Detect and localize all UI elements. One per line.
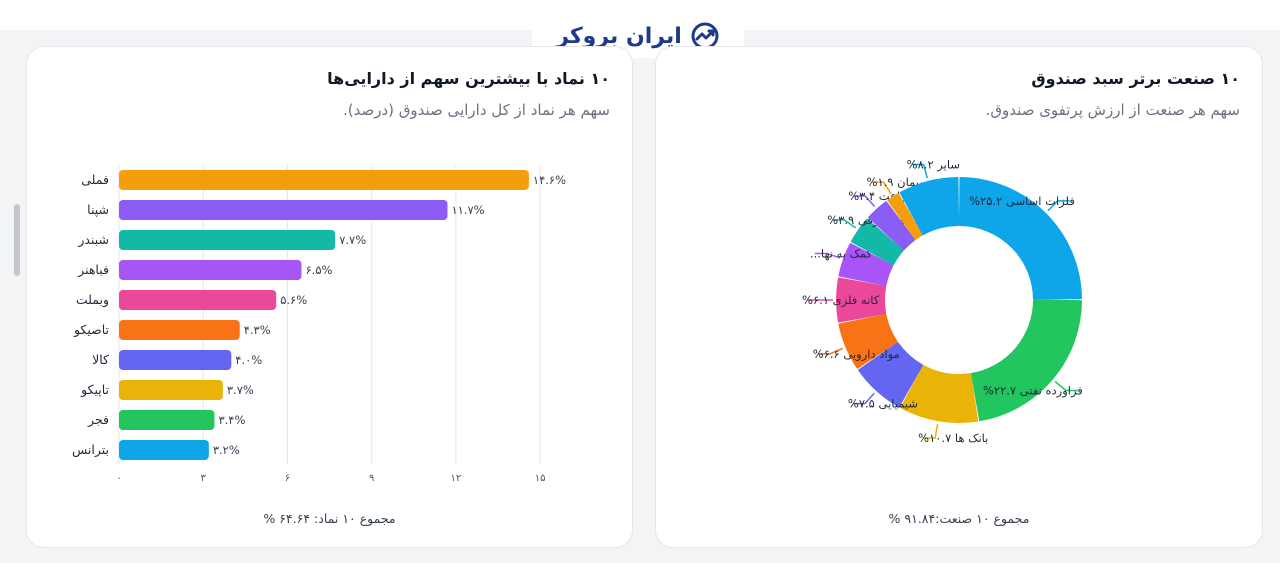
pie-slice[interactable] bbox=[887, 193, 923, 240]
leader-line bbox=[832, 219, 857, 229]
bar[interactable] bbox=[119, 230, 336, 250]
card-subtitle: سهم هر نماد از کل دارایی صندوق (درصد). bbox=[343, 101, 610, 119]
data-label: ۴.۰% bbox=[235, 353, 262, 367]
category-label: بترانس bbox=[72, 442, 109, 458]
category-label: تاصیکو bbox=[73, 322, 110, 338]
category-label: شبندر bbox=[77, 232, 109, 248]
pie-slice[interactable] bbox=[850, 218, 904, 266]
x-tick-label: ۰ bbox=[116, 473, 121, 484]
slice-label: کانه فلزی ۶.۱% bbox=[802, 293, 880, 308]
bar[interactable] bbox=[119, 200, 448, 220]
bar[interactable] bbox=[119, 290, 277, 310]
leader-line bbox=[853, 195, 876, 207]
pie-slice[interactable] bbox=[970, 299, 1082, 422]
data-label: ۳.۲% bbox=[213, 443, 240, 457]
logo-text: ایران بروکر bbox=[556, 23, 682, 49]
slice-label: مواد دارویی ۶.۶% bbox=[813, 347, 900, 362]
leader-line bbox=[814, 252, 841, 259]
pie-slice[interactable] bbox=[836, 277, 887, 323]
slice-label: شیمیایی ۷.۵% bbox=[848, 397, 918, 411]
bar[interactable] bbox=[119, 440, 209, 460]
slice-label: سیمان ۱.۹% bbox=[867, 175, 929, 189]
donut-chart: فلزات اساسی ۲۵.۲% فراورده نفتی ۲۲.۷% بانک … bbox=[802, 158, 1083, 445]
category-label: تاپیکو bbox=[80, 382, 109, 398]
bar[interactable] bbox=[119, 410, 215, 430]
data-label: ۴.۳% bbox=[244, 323, 271, 337]
bar[interactable] bbox=[119, 260, 302, 280]
category-label: کالا bbox=[92, 352, 109, 367]
card-subtitle: سهم هر صنعت از ارزش پرتفوی صندوق. bbox=[985, 101, 1240, 119]
pie-slice[interactable] bbox=[838, 314, 898, 369]
leader-line bbox=[852, 392, 875, 405]
x-tick-label: ۶ bbox=[285, 473, 290, 484]
data-label: ۵.۶% bbox=[280, 293, 307, 307]
slice-label: بانک ها ۱۰.۷% bbox=[918, 431, 988, 445]
category-label: شپنا bbox=[87, 202, 109, 217]
slice-label: فراورده نفتی ۲۲.۷% bbox=[983, 384, 1083, 399]
pie-slice[interactable] bbox=[838, 243, 894, 286]
pie-slice[interactable] bbox=[900, 365, 979, 423]
bar[interactable] bbox=[119, 380, 223, 400]
pie-slice[interactable] bbox=[868, 201, 916, 251]
scrollbar[interactable] bbox=[14, 204, 20, 276]
x-tick-label: ۹ bbox=[369, 473, 374, 484]
bar-chart: ۰ ۳ ۶ ۹ ۱۲ ۱۵ فملی ۱۴.۶% شپنا ۱۱.۷% شبندر ۷.۷% فباهن… bbox=[72, 165, 566, 484]
x-tick-label: ۱۵ bbox=[535, 473, 546, 484]
category-label: فملی bbox=[81, 172, 109, 187]
slice-label: کمک به نها... bbox=[810, 246, 873, 260]
data-label: ۱۱.۷% bbox=[452, 203, 485, 217]
leader-line bbox=[871, 181, 892, 195]
bar[interactable] bbox=[119, 170, 529, 190]
slice-label: فلزات اساسی ۲۵.۲% bbox=[969, 194, 1075, 209]
category-label: فباهنر bbox=[77, 262, 109, 278]
data-label: ۳.۷% bbox=[227, 383, 254, 397]
leader-line bbox=[1047, 200, 1070, 212]
card-footer: مجموع ۱۰ نماد: ۶۴.۶۴ % bbox=[263, 511, 396, 526]
bar[interactable] bbox=[119, 350, 232, 370]
bar[interactable] bbox=[119, 320, 240, 340]
leader-line bbox=[911, 163, 928, 179]
data-label: ۱۴.۶% bbox=[533, 173, 566, 187]
top-industries-card: ۱۰ صنعت برتر سبد صندوق سهم هر صنعت از ار… bbox=[655, 46, 1263, 548]
leader-line bbox=[1054, 380, 1078, 392]
leader-line bbox=[817, 347, 843, 355]
card-footer: مجموع ۱۰ صنعت:۹۱.۸۴ % bbox=[888, 511, 1030, 526]
x-tick-label: ۳ bbox=[201, 473, 207, 484]
x-tick-label: ۱۲ bbox=[451, 473, 462, 484]
pie-slice[interactable] bbox=[899, 177, 960, 236]
category-label: وبملت bbox=[76, 292, 109, 308]
data-label: ۶.۵% bbox=[306, 263, 333, 277]
category-label: فجر bbox=[87, 412, 109, 428]
data-label: ۷.۷% bbox=[339, 233, 366, 247]
card-title: ۱۰ نماد با بیشترین سهم از دارایی‌ها bbox=[327, 69, 610, 88]
data-label: ۳.۴% bbox=[218, 413, 245, 427]
card-title: ۱۰ صنعت برتر سبد صندوق bbox=[1031, 69, 1240, 88]
top-symbols-card: ۱۰ نماد با بیشترین سهم از دارایی‌ها سهم … bbox=[26, 46, 633, 548]
pie-slice[interactable] bbox=[858, 342, 923, 408]
pie-slice[interactable] bbox=[958, 177, 1082, 300]
slice-label: سایر ۸.۲% bbox=[907, 158, 960, 173]
leader-line bbox=[923, 424, 939, 439]
